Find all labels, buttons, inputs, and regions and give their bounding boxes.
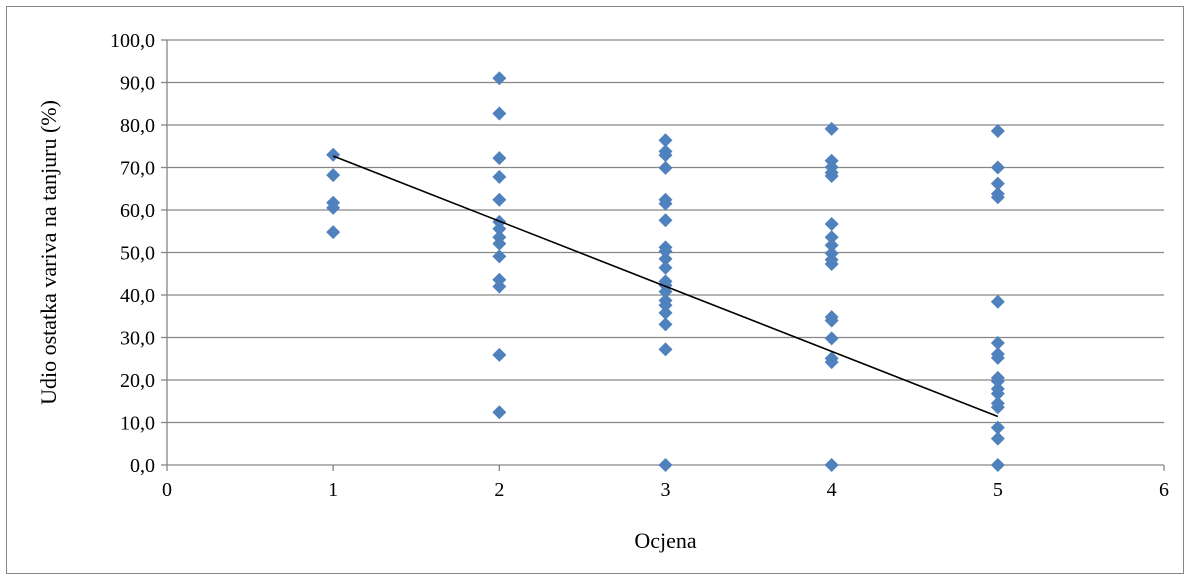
data-point-0-46 (824, 238, 839, 253)
y-tick-label-0: 0,0 (130, 455, 155, 477)
data-point-0-21 (658, 148, 673, 163)
data-point-0-58 (990, 176, 1005, 191)
data-point-0-22 (658, 160, 673, 175)
data-point-0-70 (990, 400, 1005, 415)
data-point-0-72 (990, 431, 1005, 446)
data-point-0-19 (658, 133, 673, 148)
x-tick-label-4: 4 (827, 479, 837, 501)
data-point-0-51 (824, 313, 839, 328)
x-tick-label-5: 5 (993, 479, 1003, 501)
data-point-0-52 (824, 331, 839, 346)
y-tick-labels: 0,0 10,0 20,0 30,0 40,0 50,0 60,0 70,0 80,0 90,0 1… (110, 30, 155, 477)
data-point-0-34 (658, 298, 673, 313)
data-point-0-73 (990, 458, 1005, 472)
data-point-0-60 (990, 190, 1005, 205)
y-tick-label-3: 30,0 (120, 328, 155, 350)
data-point-0-13 (492, 236, 507, 251)
y-tick-label-4: 40,0 (120, 285, 155, 307)
data-point-0-14 (492, 249, 507, 264)
y-tick-label-1: 10,0 (120, 413, 155, 435)
y-tick-label-6: 60,0 (120, 200, 155, 222)
data-point-0-29 (658, 260, 673, 275)
y-axis-title: Udio ostatka variva na tanjuru (%) (36, 100, 61, 405)
x-tick-label-0: 0 (162, 479, 172, 501)
y-tick-label-2: 20,0 (120, 370, 155, 392)
x-tick-label-1: 1 (328, 479, 338, 501)
data-point-0-36 (658, 317, 673, 332)
data-point-0-44 (824, 217, 839, 232)
data-point-0-56 (990, 123, 1005, 138)
y-tick-label-9: 90,0 (120, 73, 155, 95)
data-point-0-45 (824, 230, 839, 245)
y-tick-label-10: 100,0 (110, 30, 155, 52)
data-point-0-39 (824, 121, 839, 136)
trendline-group (332, 155, 999, 418)
data-point-0-9 (492, 192, 507, 207)
data-point-0-1 (326, 168, 341, 183)
y-tick-label-8: 80,0 (120, 115, 155, 137)
data-point-0-71 (990, 420, 1005, 435)
data-point-0-55 (824, 458, 839, 472)
data-point-0-8 (492, 169, 507, 184)
data-point-0-62 (990, 336, 1005, 351)
data-point-0-68 (990, 386, 1005, 401)
data-points (326, 71, 1005, 472)
data-point-0-61 (990, 294, 1005, 309)
data-point-0-28 (658, 251, 673, 266)
data-point-0-38 (658, 458, 673, 472)
x-axis-title: Ocjena (634, 528, 697, 553)
data-point-0-6 (492, 106, 507, 121)
data-point-0-4 (326, 225, 341, 240)
y-tick-label-7: 70,0 (120, 158, 155, 180)
data-point-0-7 (492, 151, 507, 166)
x-tick-label-2: 2 (494, 479, 504, 501)
data-point-0-57 (990, 160, 1005, 175)
x-tick-label-6: 6 (1159, 479, 1169, 501)
data-point-0-37 (658, 342, 673, 357)
data-point-0-27 (658, 244, 673, 259)
data-point-0-18 (492, 405, 507, 420)
data-point-0-17 (492, 347, 507, 362)
data-point-0-24 (658, 196, 673, 211)
data-point-0-66 (990, 374, 1005, 389)
chart-area (6, 6, 1184, 574)
data-point-0-43 (824, 169, 839, 183)
trendline (332, 155, 999, 418)
gridlines (167, 39, 1164, 424)
x-tick-labels: 0 1 2 3 4 5 6 (162, 479, 1169, 501)
data-point-0-0 (326, 147, 341, 162)
data-point-0-25 (658, 213, 673, 228)
data-point-0-49 (824, 256, 839, 271)
data-point-0-35 (658, 305, 673, 320)
data-point-0-16 (492, 279, 507, 294)
x-tick-label-3: 3 (661, 479, 671, 501)
y-tick-label-5: 50,0 (120, 243, 155, 265)
data-point-0-11 (492, 221, 507, 236)
data-point-0-64 (990, 350, 1005, 365)
data-point-0-54 (824, 355, 839, 370)
data-point-0-3 (326, 200, 341, 215)
data-point-0-5 (492, 71, 507, 86)
